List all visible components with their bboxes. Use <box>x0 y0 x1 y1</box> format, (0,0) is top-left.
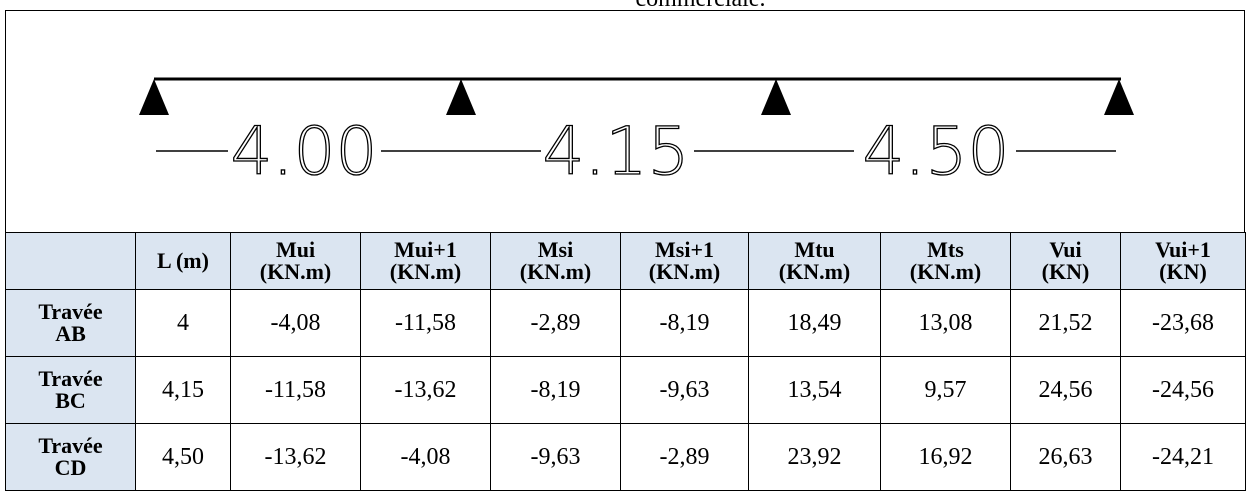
cell: 4,50 <box>135 423 231 491</box>
results-table: L (m) Mui (KN.m) Mui+1 (KN.m) Msi (KN.m) Msi+1(… <box>5 232 1246 491</box>
header-cell: Mui+1 (KN.m) <box>360 232 491 290</box>
row-header-line: AB <box>55 321 86 346</box>
cell: 4 <box>135 289 231 357</box>
cell: -4,08 <box>230 289 361 357</box>
cell: 13,08 <box>880 289 1011 357</box>
header-cell-line: Mts <box>927 237 964 262</box>
header-cell: Mui (KN.m) <box>230 232 361 290</box>
cell: -2,89 <box>620 423 749 491</box>
header-cell: Vui (KN) <box>1010 232 1121 290</box>
header-cell-line: (KN.m) <box>648 259 721 284</box>
header-cell: Vui+1 (KN) <box>1120 232 1246 290</box>
header-cell-line: (KN.m) <box>259 259 332 284</box>
row-header-line: BC <box>55 388 86 413</box>
support <box>1104 79 1134 115</box>
header-cell-line: (KN.m) <box>778 259 851 284</box>
header-cell: Msi+1 (KN.m) <box>620 232 749 290</box>
header-cell-line: Mui <box>275 237 316 262</box>
header-cell: Msi (KN.m) <box>490 232 621 290</box>
cell: -23,68 <box>1120 289 1246 357</box>
cell: 21,52 <box>1010 289 1121 357</box>
cell: 16,92 <box>880 423 1011 491</box>
supports <box>139 79 1134 115</box>
header-cell-line: (KN) <box>1041 259 1090 284</box>
table-row: Travée CD 4,50 -13,62 -4,08 -9,63 -2,89 23,92 16… <box>5 423 1246 491</box>
cell: -24,21 <box>1120 423 1246 491</box>
beam-diagram: 4.00 4.15 4.50 <box>5 10 1245 232</box>
cell: -9,63 <box>620 356 749 424</box>
header-row: L (m) Mui (KN.m) Mui+1 (KN.m) Msi (KN.m) Msi+1(… <box>5 232 1246 290</box>
cell: 24,56 <box>1010 356 1121 424</box>
cell: 26,63 <box>1010 423 1121 491</box>
cell: -11,58 <box>360 289 491 357</box>
header-cell: Mtu (KN.m) <box>748 232 881 290</box>
row-header: Travée AB <box>5 289 136 357</box>
row-header-line: Travée <box>38 299 103 324</box>
cell: -8,19 <box>620 289 749 357</box>
header-cell: Mts (KN.m) <box>880 232 1011 290</box>
cell: -24,56 <box>1120 356 1246 424</box>
cell: -13,62 <box>360 356 491 424</box>
row-header-line: Travée <box>38 366 103 391</box>
caption: commerciale. <box>0 0 1251 13</box>
header-cell-line: (KN.m) <box>389 259 462 284</box>
row-header-line: Travée <box>38 433 103 458</box>
table-row: Travée BC 4,15 -11,58 -13,62 -8,19 -9,63 13,54 9… <box>5 356 1246 424</box>
header-cell-line: Vui <box>1049 237 1082 262</box>
header-cell-line: (KN.m) <box>519 259 592 284</box>
cell: -11,58 <box>230 356 361 424</box>
header-cell-line: L (m) <box>157 248 209 273</box>
cell: -8,19 <box>490 356 621 424</box>
support <box>139 79 169 115</box>
support <box>446 79 476 115</box>
header-cell-line: Mui+1 <box>394 237 457 262</box>
header-cell-line: Mtu <box>794 237 835 262</box>
header-cell-line: Msi <box>537 237 574 262</box>
header-cell: L (m) <box>135 232 231 290</box>
cell: -9,63 <box>490 423 621 491</box>
header-cell-line: (KN.m) <box>909 259 982 284</box>
cell: -13,62 <box>230 423 361 491</box>
cell: 18,49 <box>748 289 881 357</box>
cell: 13,54 <box>748 356 881 424</box>
header-cell <box>5 232 136 290</box>
span-length: 4.15 <box>543 113 690 190</box>
span-length: 4.50 <box>863 113 1010 190</box>
header-cell-line: Msi+1 <box>655 237 714 262</box>
cell: 4,15 <box>135 356 231 424</box>
span-length: 4.00 <box>231 113 378 190</box>
header-cell-line: Vui+1 <box>1155 237 1211 262</box>
header-cell-line: (KN) <box>1159 259 1207 284</box>
table-row: Travée AB 4 -4,08 -11,58 -2,89 -8,19 18,49 13,08… <box>5 289 1246 357</box>
row-header-line: CD <box>54 455 87 480</box>
row-header: Travée BC <box>5 356 136 424</box>
cell: -2,89 <box>490 289 621 357</box>
support <box>761 79 791 115</box>
cell: 23,92 <box>748 423 881 491</box>
cell: -4,08 <box>360 423 491 491</box>
row-header: Travée CD <box>5 423 136 491</box>
cell: 9,57 <box>880 356 1011 424</box>
